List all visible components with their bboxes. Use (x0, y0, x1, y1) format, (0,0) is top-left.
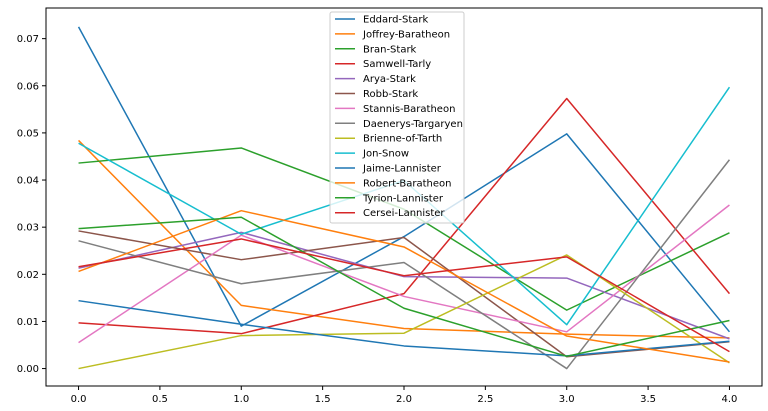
y-tick-label: 0.06 (17, 81, 39, 92)
x-tick-label: 0.0 (71, 394, 87, 405)
legend: Eddard-Stark Joffrey-Baratheon Bran-Stark S… (329, 11, 465, 224)
legend-box (329, 11, 465, 224)
series-line (78, 254, 730, 370)
y-axis: 0.00 0.01 0.02 0.03 0.04 0.05 0.06 0.07 (17, 34, 46, 375)
legend-label: Brienne-of-Tarth (363, 134, 442, 145)
series-line (78, 238, 730, 353)
y-tick-label: 0.05 (17, 128, 39, 139)
y-tick-label: 0.07 (17, 34, 39, 45)
y-tick-label: 0.01 (17, 317, 39, 328)
series-line (78, 299, 730, 357)
series-line (78, 216, 730, 358)
y-tick-label: 0.03 (17, 223, 39, 234)
x-tick-label: 2.5 (477, 394, 493, 405)
x-axis: 0.0 0.5 1.0 1.5 2.0 2.5 3.0 3.5 4.0 (71, 386, 738, 405)
legend-label: Eddard-Stark (363, 15, 429, 26)
legend-label: Cersei-Lannister (363, 208, 445, 219)
y-tick-label: 0.00 (17, 364, 39, 375)
legend-label: Bran-Stark (363, 44, 417, 55)
legend-label: Jon-Snow (362, 149, 409, 160)
x-tick-label: 3.5 (640, 394, 656, 405)
legend-label: Stannis-Baratheon (363, 104, 455, 115)
legend-label: Daenerys-Targaryen (363, 119, 463, 130)
legend-label: Robert-Baratheon (363, 178, 452, 189)
y-tick-label: 0.04 (17, 176, 39, 187)
y-tick-label: 0.02 (17, 270, 39, 281)
legend-label: Robb-Stark (363, 89, 418, 100)
x-tick-label: 1.5 (315, 394, 331, 405)
legend-label: Arya-Stark (363, 74, 416, 85)
x-tick-label: 0.5 (152, 394, 168, 405)
x-tick-label: 2.0 (396, 394, 412, 405)
legend-label: Joffrey-Baratheon (362, 29, 450, 40)
legend-label: Jaime-Lannister (362, 164, 442, 175)
series-line (78, 159, 731, 370)
legend-label: Samwell-Tarly (363, 59, 431, 70)
legend-label: Tyrion-Lannister (362, 193, 444, 204)
series-line (78, 97, 731, 335)
series-line (78, 230, 730, 358)
series-line (78, 204, 730, 344)
x-tick-label: 3.0 (559, 394, 575, 405)
series-line (77, 26, 731, 333)
x-tick-label: 4.0 (722, 394, 738, 405)
x-tick-label: 1.0 (233, 394, 249, 405)
